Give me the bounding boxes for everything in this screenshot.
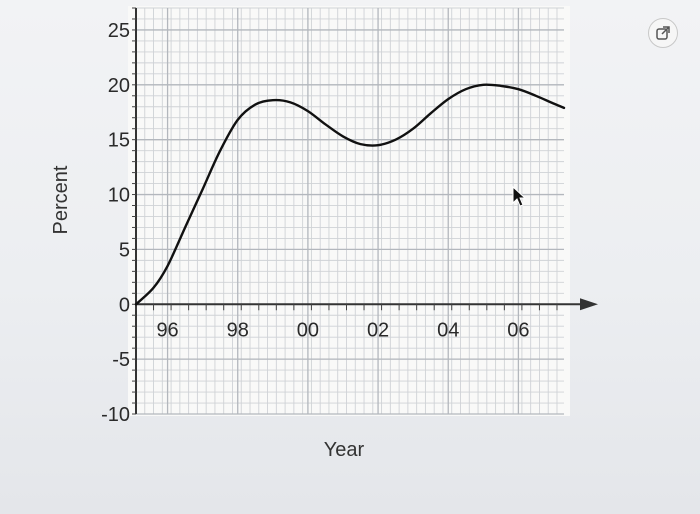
y-axis-title: Percent bbox=[50, 165, 72, 234]
x-tick-label: 04 bbox=[437, 319, 459, 341]
mouse-pointer-icon bbox=[512, 186, 527, 207]
x-tick-label: 96 bbox=[156, 319, 178, 341]
y-tick-label: 25 bbox=[108, 20, 130, 42]
x-axis-title: Year bbox=[324, 439, 365, 461]
y-tick-label: 0 bbox=[119, 294, 130, 316]
axes bbox=[132, 7, 598, 415]
y-tick-label: 10 bbox=[108, 185, 130, 207]
y-tick-label: 5 bbox=[119, 239, 130, 261]
x-tick-label: 06 bbox=[507, 319, 529, 341]
y-tick-label: -5 bbox=[112, 349, 130, 371]
plot-area bbox=[128, 6, 570, 416]
x-axis-arrow-icon bbox=[580, 298, 598, 311]
external-link-icon[interactable] bbox=[648, 18, 678, 48]
series-line bbox=[134, 83, 566, 306]
tick-labels: 25 20 15 10 5 0 -5 -10 96 98 00 02 04 06 bbox=[101, 20, 529, 426]
y-tick-label: 20 bbox=[108, 75, 130, 97]
x-tick-label: 98 bbox=[227, 319, 249, 341]
x-tick-label: 02 bbox=[367, 319, 389, 341]
x-tick-label: 00 bbox=[297, 319, 319, 341]
y-tick-label: -10 bbox=[101, 404, 130, 426]
y-tick-label: 15 bbox=[108, 130, 130, 152]
